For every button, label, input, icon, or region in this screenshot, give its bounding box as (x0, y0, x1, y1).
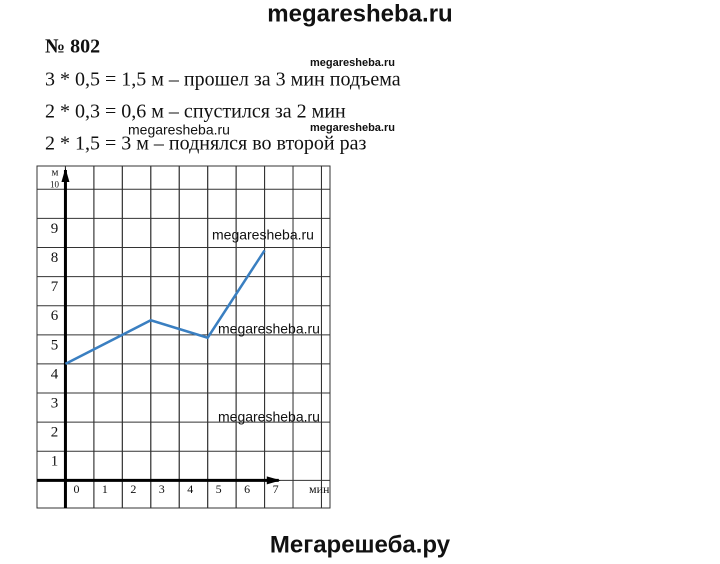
y-axis-arrow (61, 168, 70, 182)
grid-border (36, 165, 331, 509)
y-tick-label: 3 (51, 395, 59, 411)
x-tick-label: 2 (130, 482, 136, 496)
x-tick-label: 7 (273, 482, 279, 496)
y-axis-label: м (51, 167, 58, 179)
y-tick-label: 5 (51, 337, 59, 353)
watermark: megaresheba.ru (310, 57, 395, 69)
site-header: megaresheba.ru (267, 0, 452, 27)
x-axis-label: мин (309, 482, 330, 496)
x-tick-label: 1 (102, 482, 108, 496)
watermark: megaresheba.ru (218, 409, 320, 425)
watermark: megaresheba.ru (212, 227, 314, 243)
site-footer: Мегарешеба.ру (270, 531, 451, 558)
x-tick-label: 5 (216, 482, 222, 496)
x-tick-label: 6 (244, 482, 250, 496)
solution-line: 3 * 0,5 = 1,5 м – прошел за 3 мин подъем… (45, 69, 401, 91)
problem-number: № 802 (45, 36, 100, 58)
y-tick-label: 10 (50, 179, 60, 189)
x-axis-arrow (266, 476, 281, 485)
watermark: megaresheba.ru (310, 122, 395, 134)
y-tick-label: 9 (51, 221, 59, 237)
y-tick-label: 7 (51, 279, 59, 295)
y-tick-label: 2 (51, 425, 59, 441)
solution-line: 2 * 0,3 = 0,6 м – спустился за 2 мин (45, 101, 346, 123)
watermark: megaresheba.ru (218, 321, 320, 337)
solution-line: 2 * 1,5 = 3 м – поднялся во второй раз (45, 133, 367, 155)
y-tick-label: 6 (51, 308, 59, 324)
watermark: megaresheba.ru (128, 122, 230, 138)
x-tick-label: 3 (159, 482, 165, 496)
x-tick-label: 0 (73, 482, 79, 496)
y-tick-label: 1 (51, 454, 59, 470)
x-tick-label: 4 (187, 482, 193, 496)
y-tick-label: 4 (51, 366, 59, 382)
data-line (64, 249, 266, 366)
y-tick-label: 8 (51, 250, 59, 266)
